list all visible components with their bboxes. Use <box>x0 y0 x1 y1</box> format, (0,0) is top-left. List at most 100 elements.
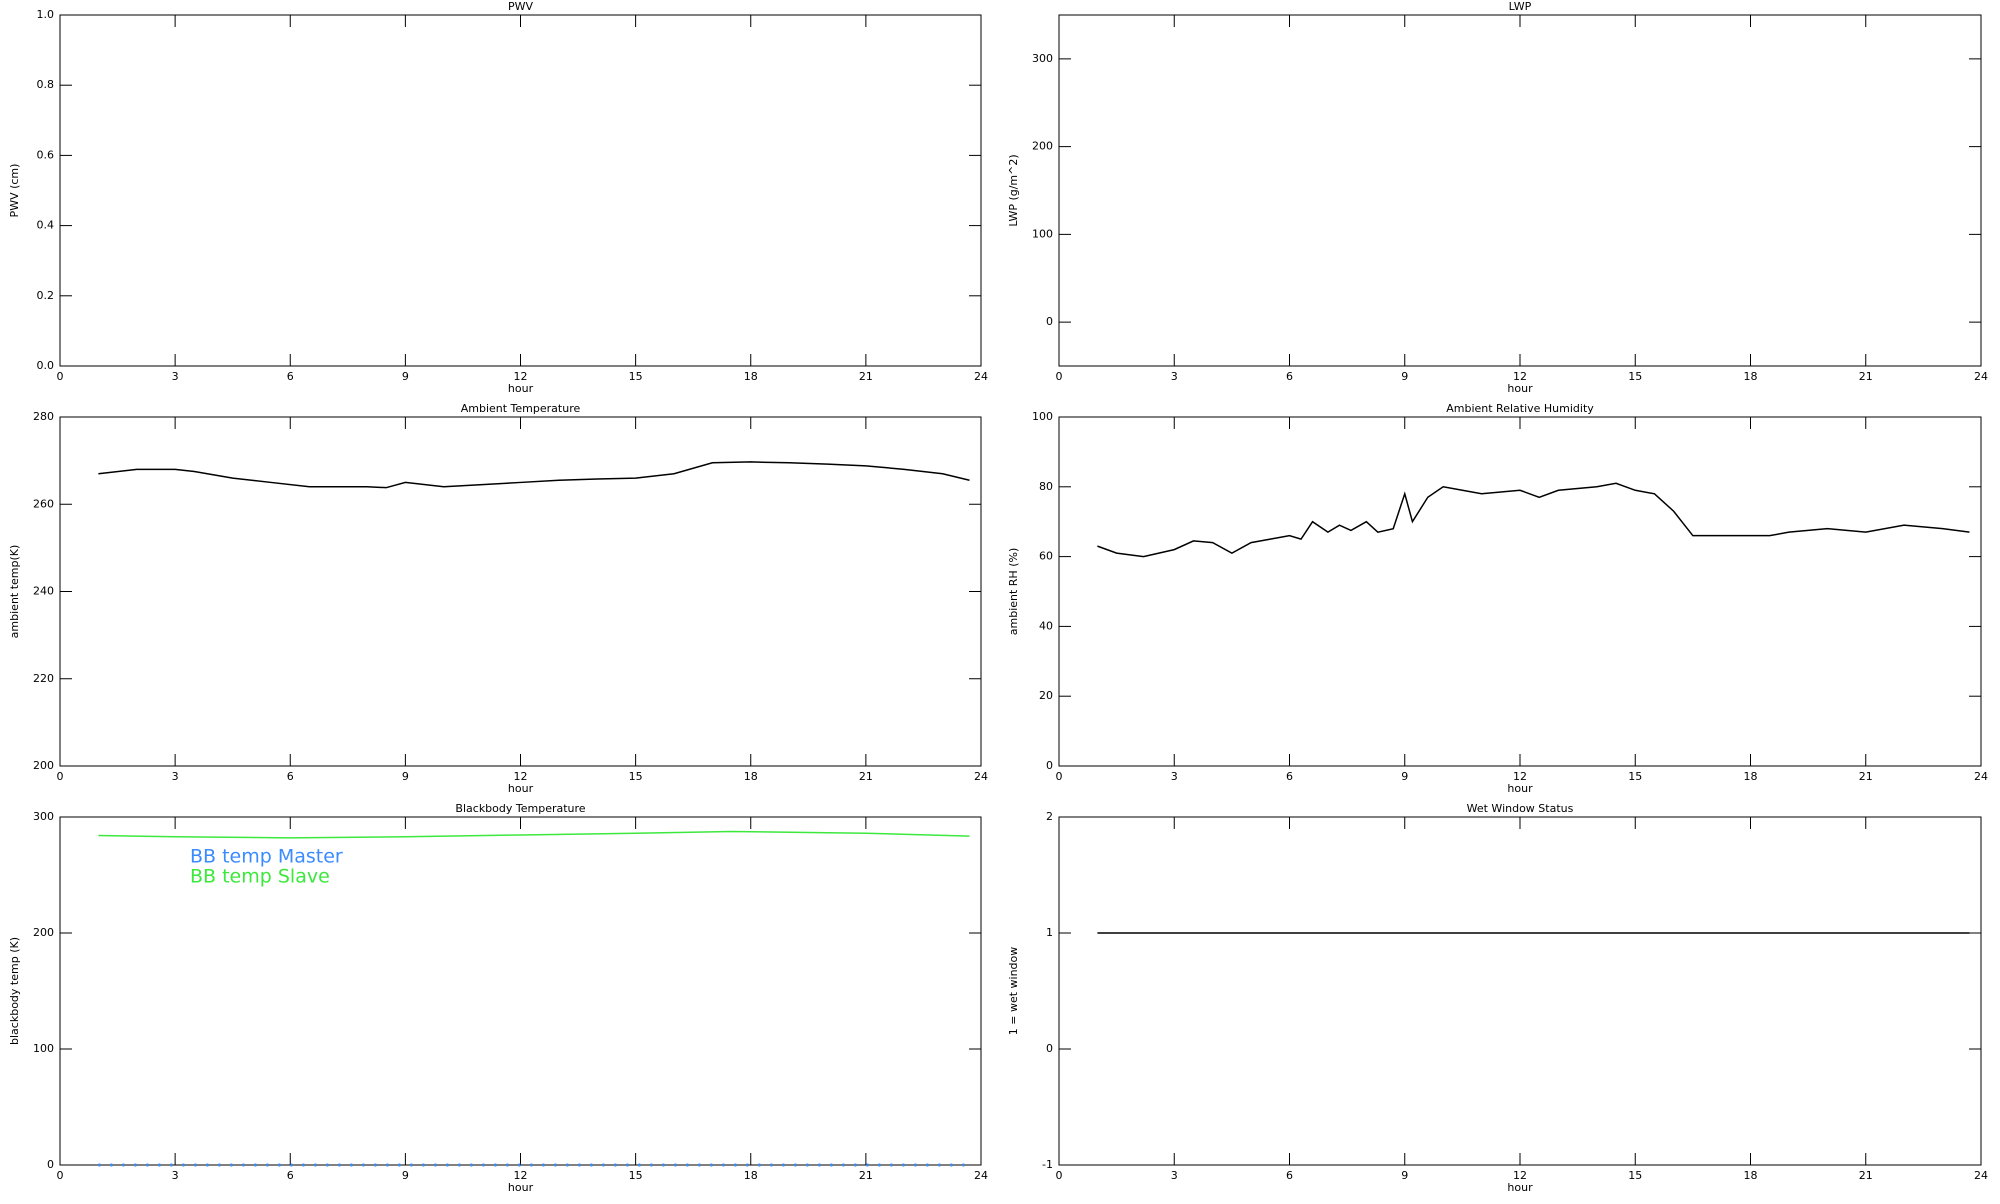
y-tick-label: 100 <box>1032 410 1053 423</box>
x-tick-label: 24 <box>974 770 988 783</box>
x-tick-label: 0 <box>57 770 64 783</box>
x-tick-label: 21 <box>1859 770 1873 783</box>
x-tick-label: 18 <box>744 1169 758 1182</box>
chart-title: Blackbody Temperature <box>455 802 585 815</box>
plot-frame <box>1058 816 1982 1166</box>
x-tick-label: 3 <box>1171 1169 1178 1182</box>
x-tick-label: 6 <box>287 770 294 783</box>
data-line <box>1097 482 1970 558</box>
x-tick-label: 0 <box>57 370 64 383</box>
x-tick-label: 9 <box>1401 1169 1408 1182</box>
x-tick-label: 9 <box>1401 770 1408 783</box>
x-tick-label: 3 <box>1171 370 1178 383</box>
x-tick-label: 18 <box>1744 770 1758 783</box>
y-tick-label: 0.0 <box>37 359 55 372</box>
x-tick-label: 15 <box>629 370 643 383</box>
x-tick-label: 12 <box>1513 1169 1527 1182</box>
x-tick-label: 21 <box>1859 370 1873 383</box>
x-tick-label: 15 <box>1628 1169 1642 1182</box>
x-tick-label: 15 <box>629 1169 643 1182</box>
x-tick-label: 21 <box>859 770 873 783</box>
y-tick-label: 0 <box>1046 315 1053 328</box>
y-tick-label: 200 <box>33 926 54 939</box>
y-tick-label: 40 <box>1039 619 1053 632</box>
x-tick-label: 15 <box>1628 370 1642 383</box>
y-tick-label: 0 <box>1046 759 1053 772</box>
plot-frame <box>1058 14 1982 367</box>
x-tick-label: 6 <box>1286 370 1293 383</box>
chart-panel: Blackbody Temperature hour blackbody temp … <box>8 802 988 1194</box>
x-axis-label: hour <box>1507 382 1533 395</box>
y-tick-label: 300 <box>1032 52 1053 65</box>
y-tick-label: 100 <box>33 1042 54 1055</box>
x-axis-label: hour <box>508 1181 534 1194</box>
x-tick-label: 0 <box>1056 1169 1063 1182</box>
y-tick-label: 280 <box>33 410 54 423</box>
plot-frame <box>59 14 982 367</box>
data-line <box>98 461 970 489</box>
y-tick-label: 60 <box>1039 550 1053 563</box>
x-tick-label: 18 <box>1744 370 1758 383</box>
x-axis-label: hour <box>1507 782 1533 795</box>
y-tick-label: 260 <box>33 497 54 510</box>
legend-entry: BB temp Slave <box>190 866 330 888</box>
x-tick-label: 21 <box>1859 1169 1873 1182</box>
x-tick-label: 18 <box>744 370 758 383</box>
x-tick-label: 3 <box>1171 770 1178 783</box>
x-tick-label: 9 <box>1401 370 1408 383</box>
x-tick-label: 15 <box>629 770 643 783</box>
chart-panel: PWV hour PWV (cm) 0 3 6 9 12 15 18 21 24 0.0 0.2 0.4 0.… <box>8 0 988 395</box>
x-tick-label: 24 <box>1974 770 1988 783</box>
y-tick-label: 240 <box>33 585 54 598</box>
chart-title: Wet Window Status <box>1467 802 1574 815</box>
plot-frame <box>59 416 982 767</box>
x-axis-label: hour <box>1507 1181 1533 1194</box>
x-tick-label: 18 <box>1744 1169 1758 1182</box>
x-tick-label: 3 <box>172 770 179 783</box>
x-tick-label: 9 <box>402 770 409 783</box>
x-tick-label: 3 <box>172 370 179 383</box>
y-tick-label: 0.8 <box>37 78 55 91</box>
y-tick-label: 0 <box>1046 1042 1053 1055</box>
y-axis-label: blackbody temp (K) <box>8 937 21 1045</box>
chart-panel: Ambient Temperature hour ambient temp(K) 0 3… <box>8 402 988 795</box>
chart-title: Ambient Relative Humidity <box>1446 402 1594 415</box>
x-tick-label: 0 <box>57 1169 64 1182</box>
x-tick-label: 24 <box>1974 1169 1988 1182</box>
x-axis-label: hour <box>508 782 534 795</box>
y-tick-label: 20 <box>1039 689 1053 702</box>
y-tick-label: 1 <box>1046 926 1053 939</box>
x-tick-label: 24 <box>974 370 988 383</box>
x-tick-label: 15 <box>1628 770 1642 783</box>
y-axis-label: 1 = wet window <box>1007 947 1020 1036</box>
x-tick-label: 6 <box>1286 770 1293 783</box>
y-tick-label: 200 <box>33 759 54 772</box>
y-axis-label: ambient RH (%) <box>1007 548 1020 636</box>
y-tick-label: 200 <box>1032 140 1053 153</box>
x-tick-label: 21 <box>859 370 873 383</box>
y-axis-label: LWP (g/m^2) <box>1007 154 1020 226</box>
chart-title: Ambient Temperature <box>461 402 581 415</box>
chart-panel: Ambient Relative Humidity hour ambient RH … <box>1007 402 1988 795</box>
x-axis-label: hour <box>508 382 534 395</box>
y-tick-label: 80 <box>1039 480 1053 493</box>
x-tick-label: 6 <box>287 370 294 383</box>
data-line <box>98 830 970 839</box>
chart-panel: Wet Window Status hour 1 = wet window 0 3 6 9 1… <box>1007 802 1988 1194</box>
x-tick-label: 0 <box>1056 370 1063 383</box>
x-tick-label: 18 <box>744 770 758 783</box>
y-tick-label: 0.2 <box>37 289 55 302</box>
y-axis-label: ambient temp(K) <box>8 545 21 639</box>
x-tick-label: 6 <box>1286 1169 1293 1182</box>
x-tick-label: 9 <box>402 1169 409 1182</box>
chart-panel: LWP hour LWP (g/m^2) 0 3 6 9 12 15 18 21 24 0 100 200 3… <box>1007 0 1988 395</box>
chart-title: PWV <box>508 0 534 13</box>
x-tick-label: 12 <box>514 1169 528 1182</box>
x-tick-label: 12 <box>514 770 528 783</box>
y-tick-label: -1 <box>1042 1158 1053 1171</box>
x-tick-label: 21 <box>859 1169 873 1182</box>
y-tick-label: 300 <box>33 810 54 823</box>
